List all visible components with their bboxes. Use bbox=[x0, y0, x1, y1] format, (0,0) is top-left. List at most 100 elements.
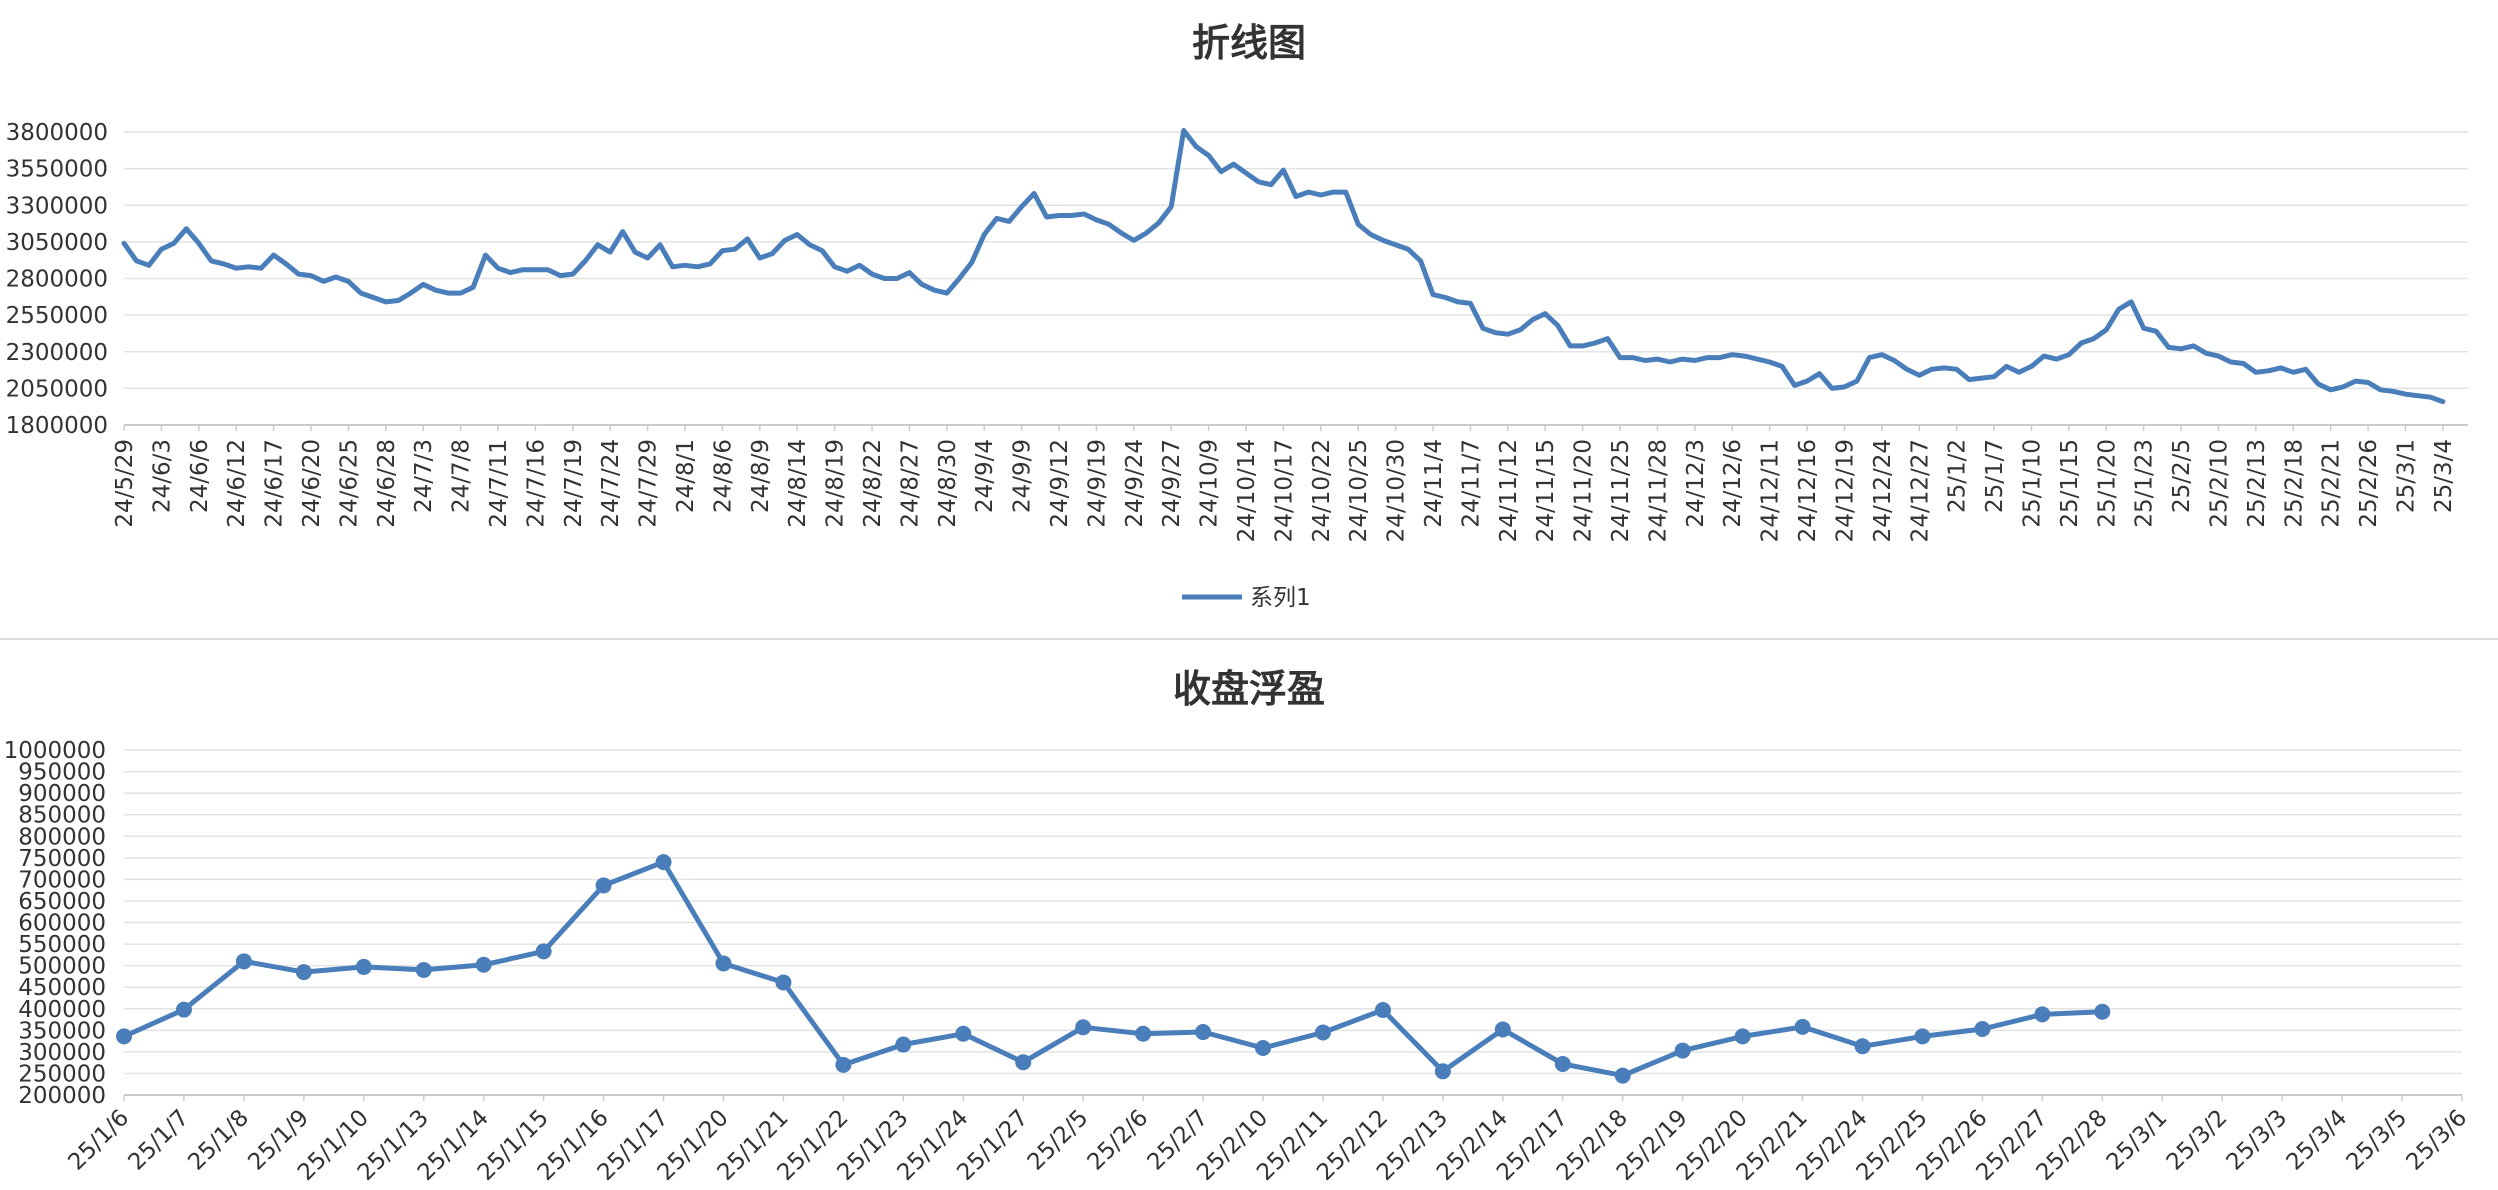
x-tick-label: 25/2/18 bbox=[2281, 439, 2307, 528]
x-tick-label: 25/1/10 bbox=[2019, 439, 2045, 528]
data-point bbox=[2034, 1006, 2051, 1023]
x-tick-label: 24/9/4 bbox=[972, 439, 998, 513]
y-tick-label: 1800000 bbox=[6, 413, 108, 439]
data-point bbox=[1674, 1042, 1691, 1059]
x-tick-label: 25/2/21 bbox=[2319, 439, 2345, 528]
data-point bbox=[116, 1028, 132, 1045]
data-point bbox=[1974, 1021, 1991, 1038]
x-tick-label: 24/8/6 bbox=[710, 439, 736, 513]
x-tick-label: 24/9/9 bbox=[1010, 439, 1036, 513]
y-tick-label: 850000 bbox=[18, 803, 106, 829]
data-point bbox=[1135, 1025, 1152, 1042]
legend-label: 系列1 bbox=[1250, 585, 1311, 611]
x-tick-label: 25/1/7 bbox=[1982, 439, 2008, 513]
x-tick-label: 24/9/12 bbox=[1047, 439, 1073, 528]
x-tick-label: 24/11/25 bbox=[1608, 439, 1634, 542]
x-tick-label: 24/9/24 bbox=[1122, 439, 1148, 528]
x-tick-label: 24/8/14 bbox=[785, 439, 811, 528]
data-point bbox=[295, 964, 312, 981]
x-tick-label: 25/2/13 bbox=[2244, 439, 2270, 528]
y-tick-label: 3050000 bbox=[6, 230, 108, 256]
data-point bbox=[1734, 1028, 1751, 1045]
x-tick-label: 24/10/25 bbox=[1346, 439, 1372, 542]
x-tick-label: 24/9/27 bbox=[1159, 439, 1185, 528]
data-point bbox=[1195, 1024, 1212, 1041]
x-tick-label: 24/6/28 bbox=[374, 439, 400, 528]
y-tick-label: 600000 bbox=[18, 911, 106, 937]
series-line bbox=[121, 128, 2446, 405]
x-tick-label: 25/3/6 bbox=[2402, 1105, 2473, 1176]
data-point bbox=[955, 1025, 972, 1042]
x-tick-label: 24/9/19 bbox=[1084, 439, 1110, 528]
x-tick-label: 25/2/5 bbox=[2169, 439, 2195, 513]
x-tick-label: 25/1/15 bbox=[2057, 439, 2083, 528]
x-tick-label: 24/12/3 bbox=[1683, 439, 1709, 528]
y-tick-label: 700000 bbox=[18, 867, 106, 893]
x-tick-label: 25/3/1 bbox=[2393, 439, 2419, 513]
data-point bbox=[2094, 1003, 2111, 1020]
x-tick-label: 25/3/4 bbox=[2282, 1105, 2353, 1176]
x-tick-label: 24/7/24 bbox=[598, 439, 624, 528]
data-point bbox=[1614, 1067, 1631, 1084]
data-point bbox=[1494, 1021, 1511, 1038]
y-tick-label: 900000 bbox=[18, 781, 106, 807]
data-point bbox=[1914, 1028, 1931, 1045]
x-tick-label: 25/3/3 bbox=[2222, 1105, 2293, 1176]
profit-chart-panel: 收盘浮盈 200000 250000 300000 350000 400000 45000… bbox=[0, 640, 2498, 1190]
data-point bbox=[1434, 1063, 1451, 1080]
x-tick-label: 24/7/19 bbox=[561, 439, 587, 528]
x-tick-label: 25/3/4 bbox=[2431, 439, 2457, 513]
x-tick-label: 24/12/6 bbox=[1720, 439, 1746, 528]
line-chart: 1800000 2050000 2300000 2550000 2800000 30500… bbox=[6, 120, 2468, 611]
y-tick-label: 350000 bbox=[18, 1018, 106, 1044]
x-tick-label: 24/8/1 bbox=[673, 439, 699, 513]
x-tick-label: 25/2/26 bbox=[2356, 439, 2382, 528]
y-tick-label: 450000 bbox=[18, 975, 106, 1001]
x-tick-label: 24/11/12 bbox=[1496, 439, 1522, 542]
x-tick-label: 24/8/9 bbox=[748, 439, 774, 513]
x-tick-label: 24/11/7 bbox=[1458, 439, 1484, 528]
series-line bbox=[122, 859, 2103, 1079]
x-tick-label: 25/3/1 bbox=[2102, 1105, 2173, 1176]
y-tick-label: 500000 bbox=[18, 954, 106, 980]
x-tick-label: 24/7/8 bbox=[449, 439, 475, 513]
profit-line-chart: 2000002500003000003500004000004500005000… bbox=[4, 738, 2473, 1186]
data-point bbox=[475, 956, 492, 973]
x-tick-label: 24/8/19 bbox=[823, 439, 849, 528]
x-tick-label: 24/7/16 bbox=[523, 439, 549, 528]
data-point bbox=[1794, 1018, 1811, 1035]
x-tick-label: 24/8/30 bbox=[935, 439, 961, 528]
data-point bbox=[655, 854, 672, 871]
x-tick-label: 24/11/28 bbox=[1645, 439, 1671, 542]
x-tick-label: 24/5/29 bbox=[112, 439, 138, 528]
data-point bbox=[1015, 1054, 1032, 1071]
x-tick-label: 24/12/24 bbox=[1870, 439, 1896, 542]
y-tick-label: 250000 bbox=[18, 1061, 106, 1087]
x-tick-label: 25/3/5 bbox=[2342, 1105, 2413, 1176]
x-tick-label: 24/12/16 bbox=[1795, 439, 1821, 542]
x-tick-label: 24/6/12 bbox=[224, 439, 250, 528]
x-tick-label: 24/8/27 bbox=[897, 439, 923, 528]
y-tick-label: 3300000 bbox=[6, 193, 108, 219]
x-tick-label: 25/1/7 bbox=[123, 1105, 194, 1176]
x-tick-label: 24/11/20 bbox=[1571, 439, 1597, 542]
y-tick-label: 750000 bbox=[18, 846, 106, 872]
data-point bbox=[235, 953, 252, 970]
x-tick-label: 24/10/22 bbox=[1309, 439, 1335, 542]
y-tick-label: 550000 bbox=[18, 932, 106, 958]
x-tick-label: 24/12/27 bbox=[1907, 439, 1933, 542]
data-point bbox=[595, 877, 612, 894]
x-tick-label: 24/11/4 bbox=[1421, 439, 1447, 528]
x-tick-label: 24/11/15 bbox=[1533, 439, 1559, 542]
y-tick-label: 950000 bbox=[18, 760, 106, 786]
data-point bbox=[1554, 1055, 1571, 1072]
x-tick-label: 24/6/20 bbox=[299, 439, 325, 528]
data-point bbox=[775, 974, 792, 991]
x-tick-label: 24/10/30 bbox=[1384, 439, 1410, 542]
x-tick-label: 25/1/20 bbox=[2094, 439, 2120, 528]
x-tick-label: 24/10/9 bbox=[1197, 439, 1223, 528]
y-tick-label: 2800000 bbox=[6, 267, 108, 293]
data-point bbox=[715, 955, 732, 972]
y-tick-label: 1000000 bbox=[4, 738, 106, 764]
x-tick-label: 25/1/23 bbox=[2132, 439, 2158, 528]
